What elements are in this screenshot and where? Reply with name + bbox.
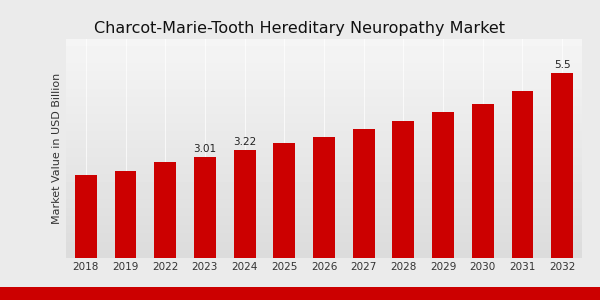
Bar <box>313 137 335 258</box>
Text: 3.22: 3.22 <box>233 137 256 147</box>
Bar <box>274 143 295 258</box>
Y-axis label: Market Value in USD Billion: Market Value in USD Billion <box>52 73 62 224</box>
Bar <box>392 121 415 258</box>
Bar <box>115 171 136 258</box>
Bar <box>472 104 494 258</box>
Bar <box>75 176 97 258</box>
Bar <box>154 162 176 258</box>
Bar <box>432 112 454 258</box>
Bar <box>353 129 374 258</box>
Bar <box>234 149 256 258</box>
Text: 5.5: 5.5 <box>554 60 571 70</box>
Bar <box>551 73 573 258</box>
Bar <box>512 91 533 258</box>
Text: 3.01: 3.01 <box>193 144 217 154</box>
Text: Charcot-Marie-Tooth Hereditary Neuropathy Market: Charcot-Marie-Tooth Hereditary Neuropath… <box>95 21 505 36</box>
Bar <box>194 157 216 258</box>
